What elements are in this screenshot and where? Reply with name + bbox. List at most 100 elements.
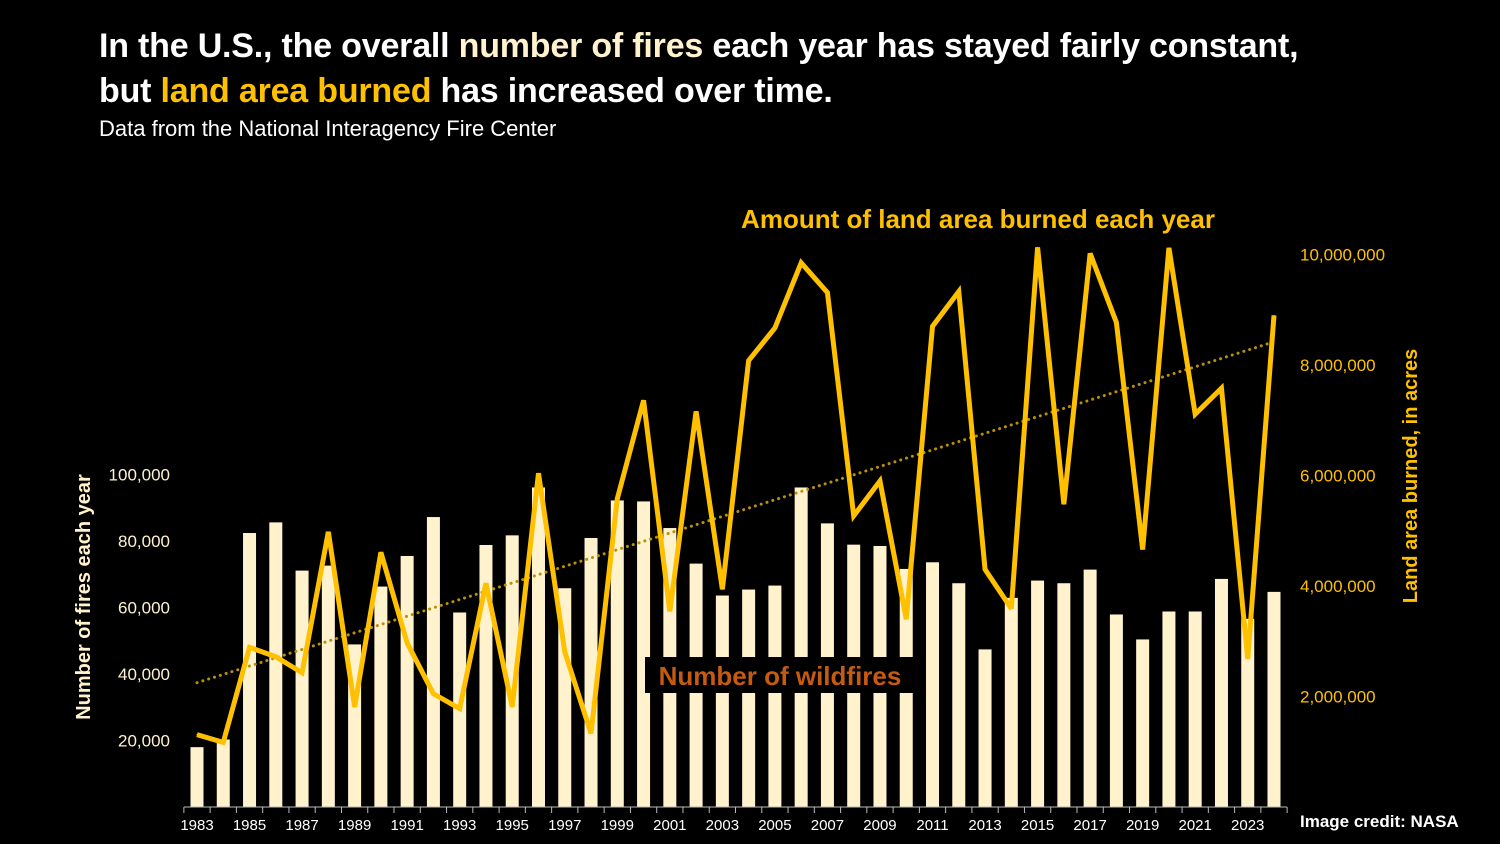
y-left-tick-4: 100,000: [109, 466, 170, 485]
trendline-group: [195, 340, 1276, 685]
area-point-1994: [485, 582, 487, 584]
bar-2020: [1162, 611, 1176, 807]
wildfire-label-bg: [645, 657, 913, 693]
bar-1986: [269, 522, 283, 807]
bar-2000: [637, 501, 651, 807]
bars-group: [190, 487, 1281, 807]
y-right-tick-1: 4,000,000: [1300, 577, 1376, 596]
area-point-2018: [1115, 321, 1117, 323]
bar-1991: [400, 555, 414, 807]
x-tick-label-1985: 1985: [233, 817, 266, 834]
x-tick-label-2017: 2017: [1073, 817, 1106, 834]
title-highlight-area: land area burned: [160, 72, 432, 110]
x-tick-label-2011: 2011: [916, 817, 948, 834]
x-tick-label-1997: 1997: [548, 817, 581, 834]
bar-1988: [321, 565, 335, 807]
area-point-2022: [1220, 387, 1222, 389]
area-point-2007: [826, 292, 828, 294]
bar-2015: [1031, 580, 1045, 807]
x-tick-label-2023: 2023: [1231, 817, 1264, 834]
x-tick-label-1993: 1993: [443, 817, 476, 834]
area-point-1986: [275, 656, 277, 658]
y-right-label: Land area burned, in acres: [1400, 349, 1422, 604]
bar-2003: [715, 595, 729, 807]
x-tick-label-2003: 2003: [706, 817, 739, 834]
x-tick-label-2013: 2013: [968, 817, 1001, 834]
x-tick-label-2009: 2009: [863, 817, 896, 834]
title-line-2: but land area burned has increased over …: [99, 69, 1298, 114]
x-tick-label-2001: 2001: [653, 817, 686, 834]
x-axis: 1983 1985 1987 1989 1991 1993 1995 1997 1999 2001…: [180, 806, 1288, 834]
y-left-tick-2: 60,000: [118, 599, 170, 618]
area-point-2015: [1037, 246, 1039, 248]
title-text: each year has stayed fairly constant,: [703, 27, 1299, 65]
image-credit: Image credit: NASA: [1300, 812, 1459, 831]
area-point-2021: [1194, 413, 1196, 415]
bar-2023: [1241, 618, 1255, 807]
area-point-1983: [196, 734, 198, 736]
bar-2017: [1083, 569, 1097, 807]
bar-1998: [584, 538, 598, 807]
area-point-1987: [301, 672, 303, 674]
area-point-1989: [354, 706, 356, 708]
title-text: In the U.S., the overall: [99, 27, 459, 65]
x-tick-label-2015: 2015: [1021, 817, 1054, 834]
bar-2013: [978, 649, 992, 807]
x-tick-label-1991: 1991: [390, 817, 423, 834]
x-tick-label-2007: 2007: [811, 817, 844, 834]
x-tick-label-1989: 1989: [338, 817, 371, 834]
bar-1983: [190, 747, 204, 807]
bar-2014: [1004, 597, 1018, 807]
bar-2016: [1057, 583, 1071, 807]
area-point-1998: [590, 733, 592, 735]
area-point-2004: [748, 360, 750, 362]
x-tick-label-1999: 1999: [601, 817, 634, 834]
area-point-2016: [1063, 503, 1065, 505]
area-point-1996: [537, 472, 539, 474]
area-point-1988: [327, 531, 329, 533]
x-tick-label-2005: 2005: [758, 817, 791, 834]
bar-1995: [505, 535, 519, 807]
area-point-2002: [695, 410, 697, 412]
bar-2011: [926, 562, 940, 807]
title-line-1: In the U.S., the overall number of fires…: [99, 24, 1299, 69]
area-point-2017: [1089, 252, 1091, 254]
y-left-label: Number of fires each year: [73, 474, 95, 720]
area-point-2013: [984, 568, 986, 570]
bar-1992: [426, 517, 440, 807]
x-tick-label-1995: 1995: [496, 817, 529, 834]
area-point-2006: [800, 262, 802, 264]
bar-2024: [1267, 591, 1281, 807]
bar-1996: [531, 487, 545, 807]
bar-1987: [295, 570, 309, 807]
x-tick-label-1983: 1983: [180, 817, 213, 834]
bar-2012: [952, 583, 966, 807]
area-point-1984: [222, 741, 224, 743]
area-point-2019: [1142, 549, 1144, 551]
y-right-tick-3: 8,000,000: [1300, 356, 1376, 375]
y-left-tick-0: 20,000: [118, 732, 170, 751]
area-point-1991: [406, 642, 408, 644]
area-point-1985: [249, 646, 251, 648]
title-text: but: [99, 72, 161, 110]
area-point-2008: [853, 515, 855, 517]
y-right-tick-2: 6,000,000: [1300, 467, 1376, 486]
bar-2006: [794, 487, 808, 807]
area-point-1997: [564, 651, 566, 653]
area-point-2003: [721, 588, 723, 590]
x-tick-label-2021: 2021: [1179, 817, 1212, 834]
chart-title: In the U.S., the overall number of fires…: [99, 24, 1299, 114]
title-highlight-fires: number of fires: [458, 27, 704, 65]
area-point-2005: [774, 327, 776, 329]
bar-1990: [374, 586, 388, 807]
area-burned-line: [196, 247, 1277, 746]
area-point-2010: [905, 618, 907, 620]
chart-subtitle: Data from the National Interagency Fire …: [99, 116, 557, 141]
y-axis-left: 20,000 40,000 60,000 80,000 100,000: [109, 466, 170, 751]
series-label-area: Amount of land area burned each year: [741, 204, 1215, 234]
area-point-2009: [879, 480, 881, 482]
y-axis-right: 2,000,000 4,000,000 6,000,000 8,000,000 10,0…: [1300, 246, 1385, 707]
y-right-tick-4: 10,000,000: [1300, 246, 1385, 265]
area-point-2014: [1010, 608, 1012, 610]
